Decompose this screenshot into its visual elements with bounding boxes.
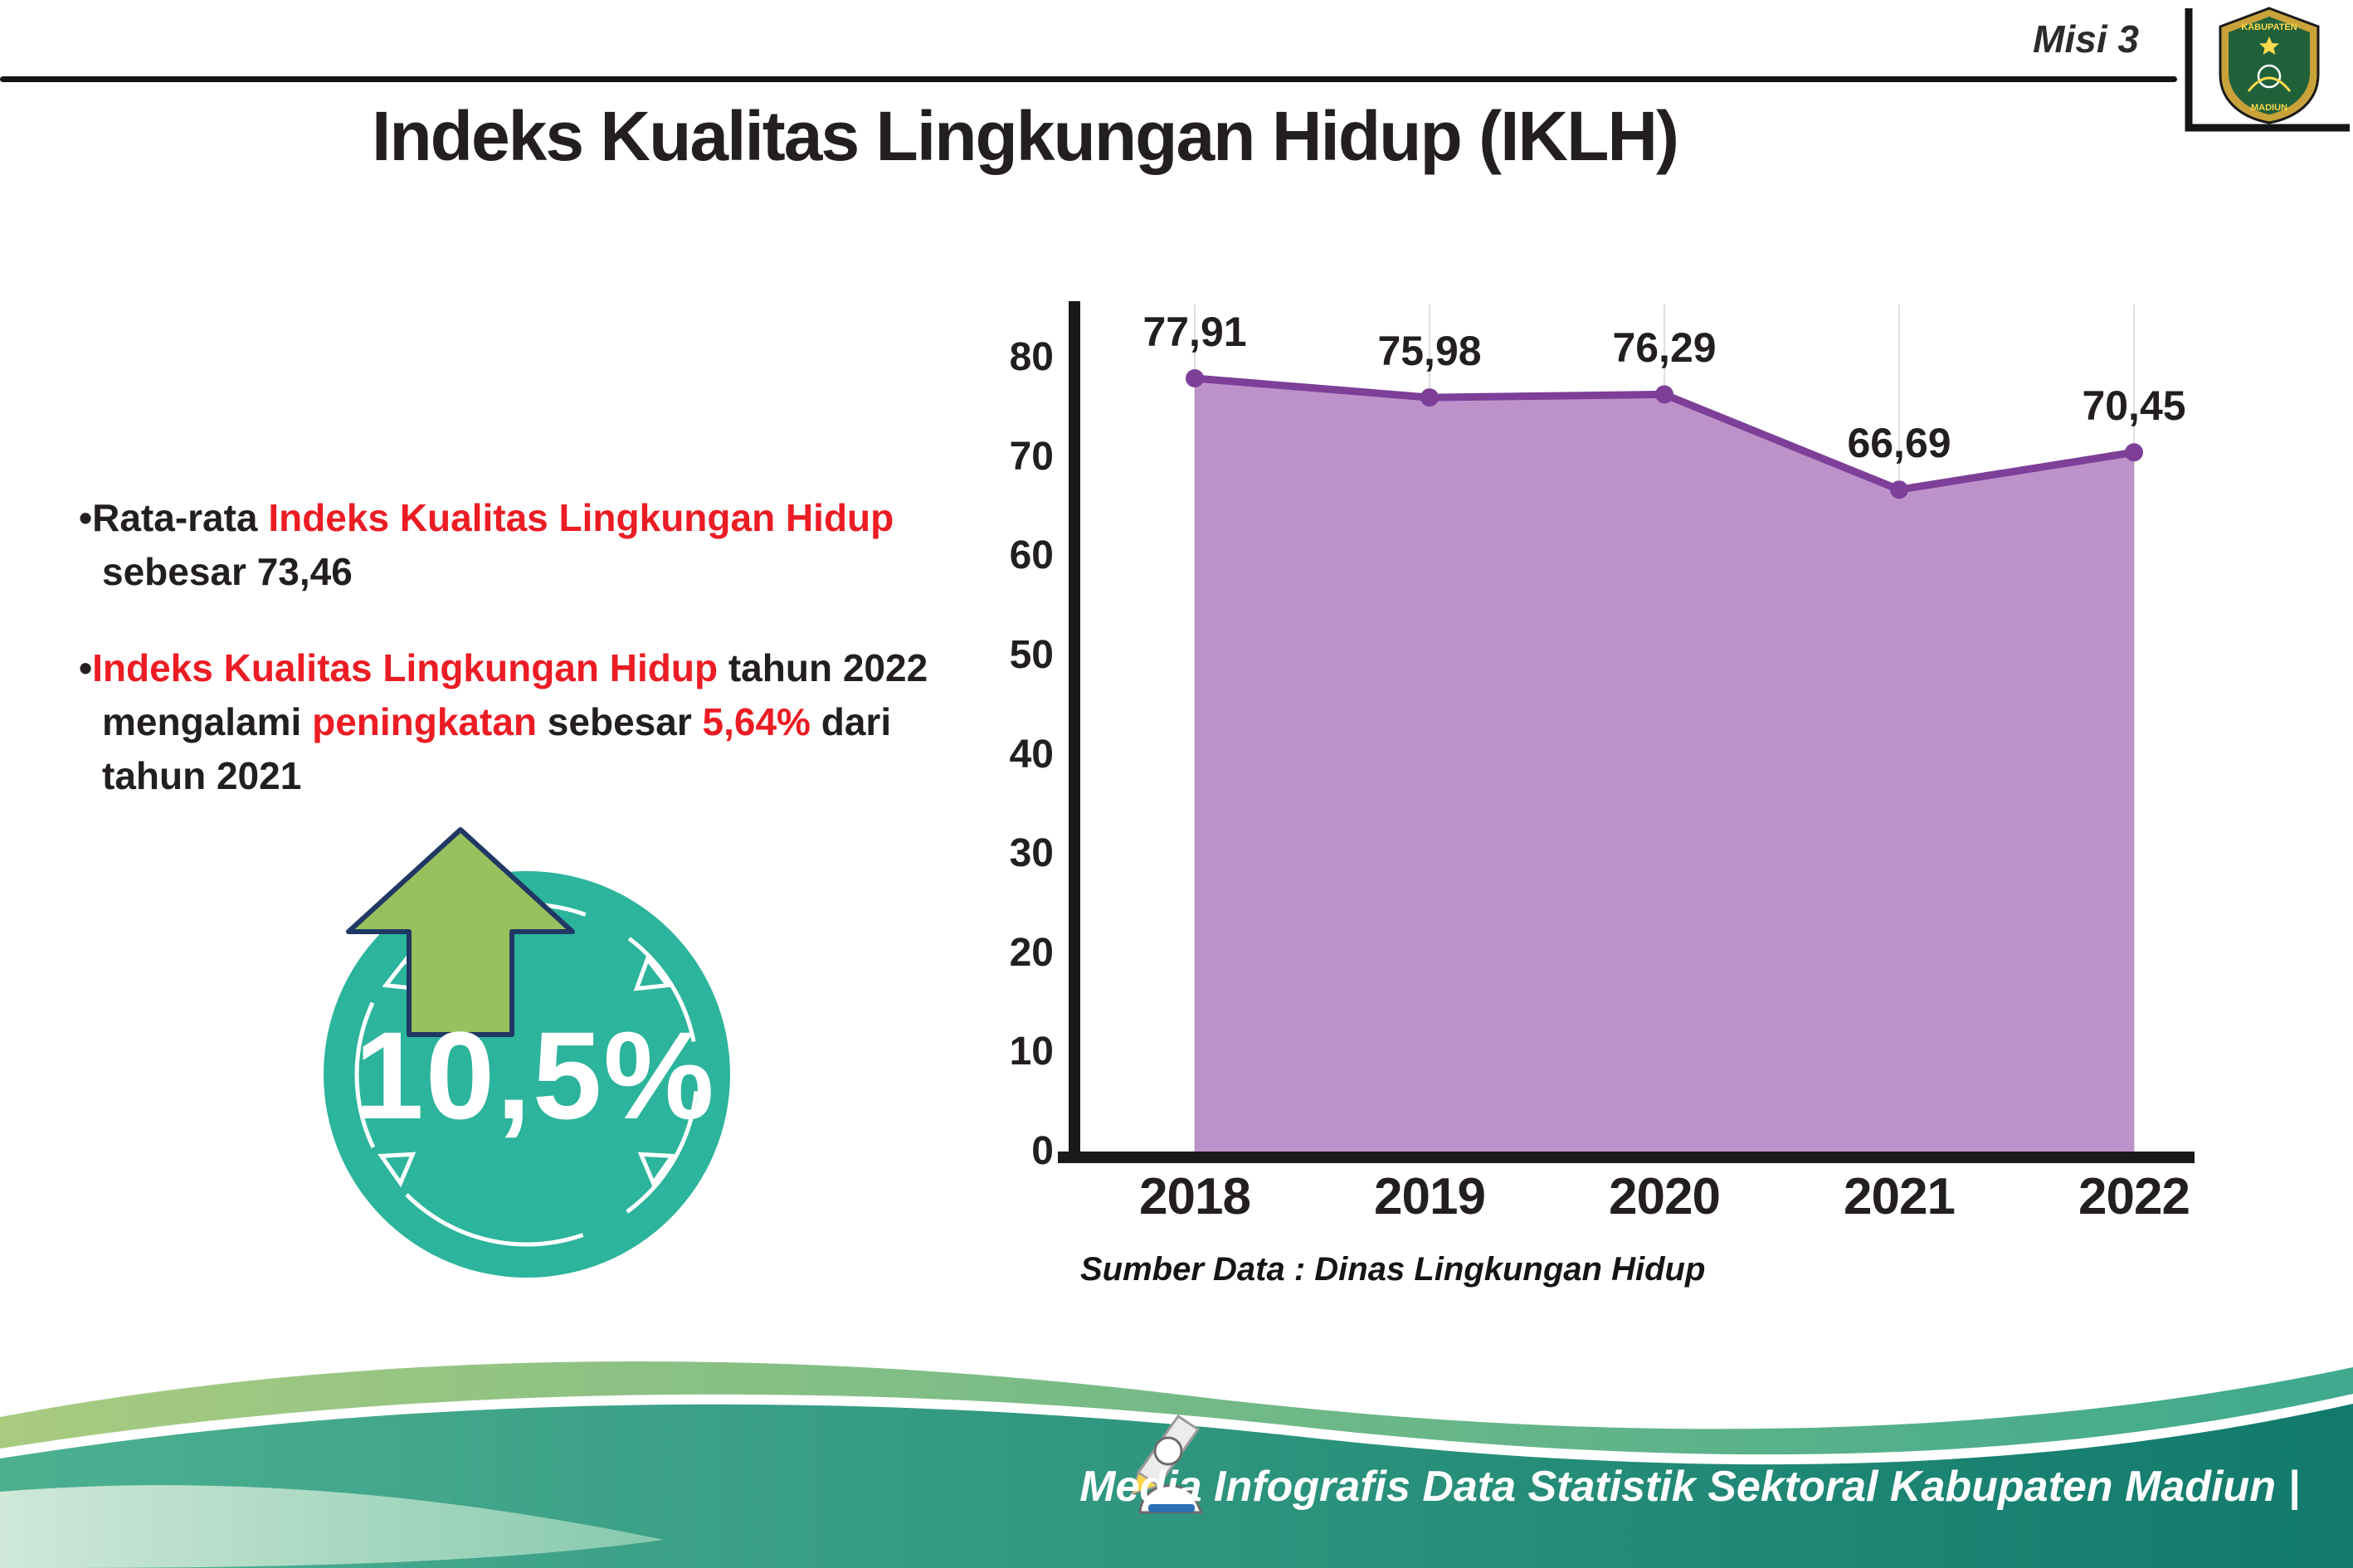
chart-points (1186, 369, 2143, 499)
chart-point (1890, 480, 1908, 499)
key-findings-list: •Rata-rata Indeks Kualitas Lingkungan Hi… (79, 491, 975, 845)
logo-chain-icon (2257, 64, 2282, 89)
source-note: Sumber Data : Dinas Lingkungan Hidup (1080, 1251, 1706, 1288)
y-axis-tick: 10 (1009, 1030, 1054, 1074)
y-axis-tick: 40 (1009, 732, 1054, 777)
chart-point (1186, 369, 1204, 388)
y-axis-tick: 70 (1009, 434, 1054, 479)
chart-canvas (1058, 301, 2195, 1163)
x-axis-tick: 2020 (1609, 1168, 1721, 1225)
bullet-item: •Indeks Kualitas Lingkungan Hidup tahun … (79, 645, 928, 798)
data-point-label: 66,69 (1847, 420, 1951, 467)
data-point-label: 75,98 (1377, 328, 1482, 375)
footer-caption: Media Infografis Data Statistik Sektoral… (1079, 1463, 2300, 1511)
up-arrow-icon (346, 827, 575, 1037)
page-title: Indeks Kualitas Lingkungan Hidup (IKLH) (371, 97, 1679, 175)
kabupaten-madiun-logo: KABUPATEN MADIUN (2185, 7, 2350, 132)
x-axis-tick: 2018 (1139, 1168, 1251, 1225)
bullet-item: •Rata-rata Indeks Kualitas Lingkungan Hi… (79, 496, 894, 594)
x-axis (1058, 1152, 2195, 1163)
logo-frame (2185, 8, 2350, 132)
wave-corner (0, 1485, 664, 1568)
y-axis-tick: 60 (1009, 533, 1054, 578)
x-axis-tick: 2021 (1844, 1168, 1956, 1225)
y-axis-tick: 20 (1009, 930, 1054, 975)
y-axis-tick: 50 (1009, 632, 1054, 677)
logo-star-icon (2259, 37, 2279, 55)
chart-point (1655, 385, 1673, 404)
chart-point (2125, 443, 2143, 462)
y-axis-tick: 30 (1009, 831, 1054, 876)
chart-point (1420, 388, 1439, 407)
data-point-label: 77,91 (1142, 309, 1247, 355)
chart-area-fill (1195, 378, 2134, 1152)
logo-top-text: KABUPATEN (2241, 22, 2297, 32)
x-axis-tick: 2022 (2078, 1168, 2190, 1225)
badge-ring (354, 902, 699, 1247)
badge-percentage: 10,5% (354, 1006, 716, 1145)
y-axis-tick: 0 (1031, 1129, 1054, 1173)
header-rule (0, 76, 2177, 82)
iklh-area-chart: 0 10 20 30 40 50 60 70 80 2018 2019 2020 2021 2022 77,… (1010, 295, 2236, 1332)
y-axis (1069, 301, 1080, 1163)
data-point-label: 76,29 (1612, 324, 1717, 372)
x-axis-tick: 2019 (1374, 1168, 1486, 1225)
data-point-label: 70,45 (2082, 382, 2186, 430)
logo-grain-icon (2247, 76, 2292, 92)
logo-bottom-text: MADIUN (2251, 103, 2287, 113)
increase-badge (324, 827, 730, 1278)
misi-label: Misi 3 (2033, 17, 2139, 61)
y-axis-tick: 80 (1009, 335, 1054, 379)
writer-mascot-icon (1130, 1414, 1204, 1514)
